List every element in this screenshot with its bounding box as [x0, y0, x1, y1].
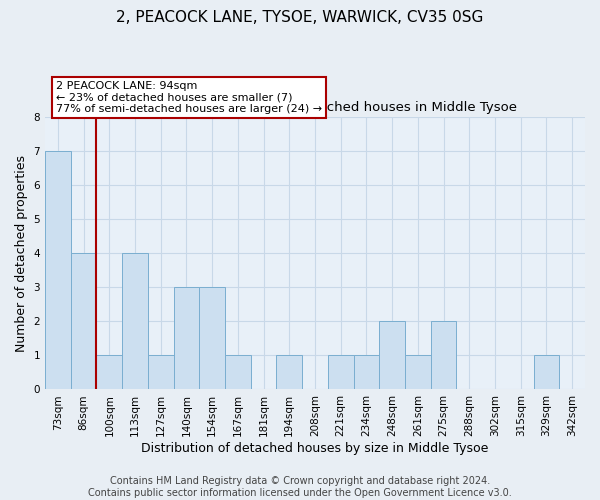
Bar	[173, 288, 199, 390]
Bar	[45, 151, 71, 390]
Bar	[122, 254, 148, 390]
Text: Contains HM Land Registry data © Crown copyright and database right 2024.
Contai: Contains HM Land Registry data © Crown c…	[88, 476, 512, 498]
Bar	[431, 322, 457, 390]
Y-axis label: Number of detached properties: Number of detached properties	[15, 155, 28, 352]
Text: 2, PEACOCK LANE, TYSOE, WARWICK, CV35 0SG: 2, PEACOCK LANE, TYSOE, WARWICK, CV35 0S…	[116, 10, 484, 25]
Title: Size of property relative to detached houses in Middle Tysoe: Size of property relative to detached ho…	[113, 102, 517, 114]
Bar	[379, 322, 405, 390]
Bar	[405, 356, 431, 390]
Bar	[225, 356, 251, 390]
Bar	[277, 356, 302, 390]
Bar	[148, 356, 173, 390]
Bar	[533, 356, 559, 390]
Bar	[97, 356, 122, 390]
Bar	[353, 356, 379, 390]
X-axis label: Distribution of detached houses by size in Middle Tysoe: Distribution of detached houses by size …	[142, 442, 489, 455]
Text: 2 PEACOCK LANE: 94sqm
← 23% of detached houses are smaller (7)
77% of semi-detac: 2 PEACOCK LANE: 94sqm ← 23% of detached …	[56, 81, 322, 114]
Bar	[71, 254, 97, 390]
Bar	[199, 288, 225, 390]
Bar	[328, 356, 353, 390]
